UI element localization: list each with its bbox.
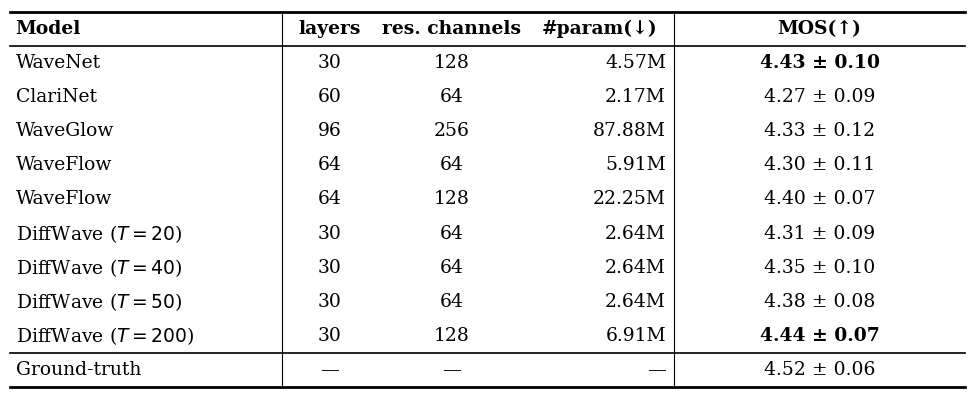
Text: —: — [647,361,666,379]
Text: Model: Model [16,20,81,38]
Text: 4.38 ± 0.08: 4.38 ± 0.08 [763,293,876,311]
Text: DiffWave ($T = 50$): DiffWave ($T = 50$) [16,291,182,313]
Text: Ground-truth: Ground-truth [16,361,141,379]
Text: 64: 64 [440,225,463,243]
Text: 2.17M: 2.17M [605,88,666,106]
Text: 2.64M: 2.64M [605,293,666,311]
Text: 4.44 ± 0.07: 4.44 ± 0.07 [760,327,879,345]
Text: 128: 128 [434,54,470,72]
Text: 2.64M: 2.64M [605,259,666,277]
Text: MOS(↑): MOS(↑) [778,20,862,38]
Text: 96: 96 [318,122,341,140]
Text: 30: 30 [318,259,342,277]
Text: 22.25M: 22.25M [593,190,666,209]
Text: 64: 64 [318,190,342,209]
Text: WaveNet: WaveNet [16,54,100,72]
Text: WaveGlow: WaveGlow [16,122,114,140]
Text: 64: 64 [318,156,342,174]
Text: —: — [443,361,461,379]
Text: 87.88M: 87.88M [593,122,666,140]
Text: 4.35 ± 0.10: 4.35 ± 0.10 [763,259,876,277]
Text: DiffWave ($T = 40$): DiffWave ($T = 40$) [16,257,182,279]
Text: WaveFlow: WaveFlow [16,190,112,209]
Text: 4.40 ± 0.07: 4.40 ± 0.07 [763,190,876,209]
Text: ClariNet: ClariNet [16,88,97,106]
Text: 64: 64 [440,156,463,174]
Text: 256: 256 [434,122,470,140]
Text: 30: 30 [318,327,342,345]
Text: 30: 30 [318,225,342,243]
Text: #param(↓): #param(↓) [542,20,657,38]
Text: 4.52 ± 0.06: 4.52 ± 0.06 [763,361,876,379]
Text: 5.91M: 5.91M [605,156,666,174]
Text: 4.30 ± 0.11: 4.30 ± 0.11 [764,156,876,174]
Text: res. channels: res. channels [382,20,522,38]
Text: 128: 128 [434,327,470,345]
Text: 128: 128 [434,190,470,209]
Text: DiffWave ($T = 20$): DiffWave ($T = 20$) [16,223,182,245]
Text: 4.43 ± 0.10: 4.43 ± 0.10 [760,54,879,72]
Text: —: — [321,361,339,379]
Text: 30: 30 [318,54,342,72]
Text: layers: layers [298,20,361,38]
Text: DiffWave ($T = 200$): DiffWave ($T = 200$) [16,325,194,347]
Text: 4.27 ± 0.09: 4.27 ± 0.09 [763,88,876,106]
Text: 6.91M: 6.91M [605,327,666,345]
Text: 30: 30 [318,293,342,311]
Text: 4.57M: 4.57M [605,54,666,72]
Text: 64: 64 [440,293,463,311]
Text: 4.31 ± 0.09: 4.31 ± 0.09 [764,225,876,243]
Text: 64: 64 [440,259,463,277]
Text: 4.33 ± 0.12: 4.33 ± 0.12 [764,122,876,140]
Text: 64: 64 [440,88,463,106]
Text: 2.64M: 2.64M [605,225,666,243]
Text: WaveFlow: WaveFlow [16,156,112,174]
Text: 60: 60 [318,88,342,106]
